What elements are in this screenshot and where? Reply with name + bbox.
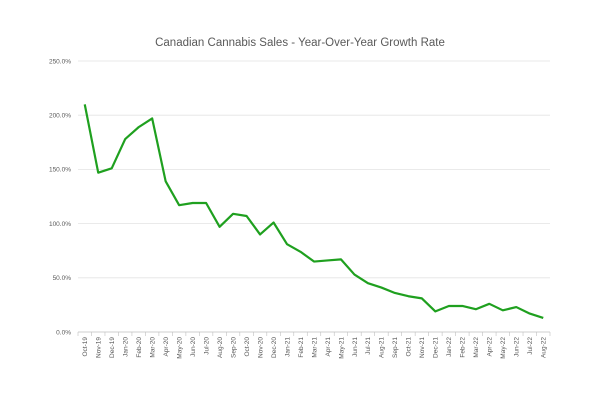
x-tick-label: Jun-21 [352, 337, 359, 357]
y-tick-label: 150.0% [49, 167, 71, 174]
x-tick-label: Apr-22 [487, 337, 494, 357]
x-tick-label: Jan-22 [446, 337, 453, 357]
x-tick-label: Jul-20 [203, 337, 210, 355]
x-tick-label: May-22 [500, 337, 507, 359]
x-tick-label: Apr-21 [325, 337, 332, 357]
y-tick-label: 100.0% [49, 221, 71, 228]
x-tick-label: May-21 [338, 337, 345, 359]
y-tick-label: 250.0% [49, 58, 71, 65]
x-tick-label: Sep-20 [230, 337, 237, 358]
y-tick-label: 200.0% [49, 113, 71, 120]
x-tick-label: Dec-21 [433, 337, 440, 358]
x-tick-label: Nov-20 [257, 337, 264, 358]
x-tick-label: May-20 [176, 337, 183, 359]
x-tick-label: Mar-22 [473, 337, 480, 358]
x-tick-label: Oct-21 [406, 337, 413, 357]
x-tick-label: Nov-21 [419, 337, 426, 358]
x-tick-label: Jun-20 [190, 337, 197, 357]
x-tick-label: Feb-20 [136, 337, 143, 358]
x-tick-label: Mar-20 [149, 337, 156, 358]
x-tick-label: Mar-21 [311, 337, 318, 358]
x-tick-label: Apr-20 [163, 337, 170, 357]
y-tick-label: 50.0% [53, 275, 72, 282]
x-tick-label: Jul-21 [365, 337, 372, 355]
x-tick-label: Jun-22 [514, 337, 521, 357]
x-tick-label: Jul-22 [527, 337, 534, 355]
chart-title: Canadian Cannabis Sales - Year-Over-Year… [155, 37, 445, 49]
x-tick-label: Aug-20 [217, 337, 224, 358]
x-tick-label: Aug-21 [379, 337, 386, 358]
x-tick-label: Feb-22 [460, 337, 467, 358]
x-tick-label: Oct-20 [244, 337, 251, 357]
x-tick-label: Feb-21 [298, 337, 305, 358]
x-tick-label: Jan-20 [123, 337, 130, 357]
growth-rate-line [83, 104, 544, 319]
x-tick-label: Jan-21 [284, 337, 291, 357]
x-tick-label: Dec-19 [109, 337, 116, 358]
x-tick-label: Sep-21 [392, 337, 399, 358]
x-tick-label: Oct-19 [82, 337, 89, 357]
x-tick-label: Nov-19 [96, 337, 103, 358]
y-tick-label: 0.0% [56, 329, 71, 336]
x-tick-label: Aug-22 [541, 337, 548, 358]
x-tick-label: Dec-20 [271, 337, 278, 358]
